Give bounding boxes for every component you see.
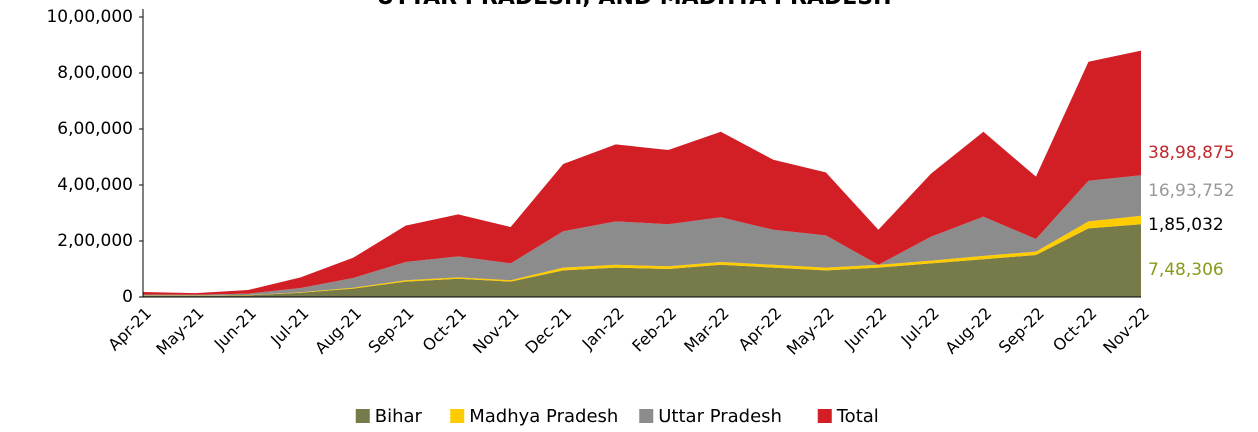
legend-label: Bihar xyxy=(375,406,423,427)
x-tick-label: Jul-22 xyxy=(897,304,943,350)
x-tick-label: May-22 xyxy=(783,304,838,359)
x-tick-label: Dec-21 xyxy=(521,304,575,358)
end-label: 38,98,875 xyxy=(1148,143,1235,163)
x-tick-label: Apr-22 xyxy=(735,304,786,355)
area xyxy=(143,175,1141,296)
x-tick-label: Sep-22 xyxy=(995,304,1048,357)
x-tick-label: Sep-21 xyxy=(364,304,417,357)
x-tick-label: Jun-22 xyxy=(840,304,890,354)
legend-swatch xyxy=(450,409,465,423)
legend-label: Uttar Pradesh xyxy=(658,406,782,427)
end-label: 7,48,306 xyxy=(1148,260,1224,280)
x-tick-label: Oct-21 xyxy=(419,304,470,355)
x-tick-label: Apr-21 xyxy=(104,304,155,355)
area xyxy=(143,224,1141,297)
legend-swatch xyxy=(355,409,370,423)
chart-title: UTTAR PRADESH, AND MADHYA PRADESH xyxy=(376,0,891,10)
y-tick-label: 4,00,000 xyxy=(57,175,133,195)
y-tick-label: 2,00,000 xyxy=(57,231,133,251)
x-tick-label: Oct-22 xyxy=(1049,304,1100,355)
x-tick-label: Nov-22 xyxy=(1099,304,1153,358)
x-tick-label: Aug-21 xyxy=(311,304,365,358)
end-label: 1,85,032 xyxy=(1148,215,1224,235)
end-label: 16,93,752 xyxy=(1148,181,1235,201)
x-tick-label: Mar-22 xyxy=(680,304,733,357)
x-tick-label: Jul-21 xyxy=(266,304,312,350)
x-tick-label: Nov-21 xyxy=(469,304,523,358)
legend-swatch xyxy=(817,409,832,423)
y-tick-label: 8,00,000 xyxy=(57,63,133,83)
x-tick-label: Aug-22 xyxy=(941,304,995,358)
legend-label: Total xyxy=(836,406,879,427)
legend-label: Madhya Pradesh xyxy=(469,406,618,427)
x-tick-label: May-21 xyxy=(152,304,207,359)
x-tick-label: Jun-21 xyxy=(210,304,260,354)
x-tick-label: Jan-22 xyxy=(578,304,628,354)
x-tick-label: Feb-22 xyxy=(628,304,680,356)
y-tick-label: 6,00,000 xyxy=(57,119,133,139)
y-tick-label: 10,00,000 xyxy=(46,7,133,27)
y-tick-label: 0 xyxy=(122,287,133,307)
legend-swatch xyxy=(639,409,654,423)
area xyxy=(143,50,1141,295)
